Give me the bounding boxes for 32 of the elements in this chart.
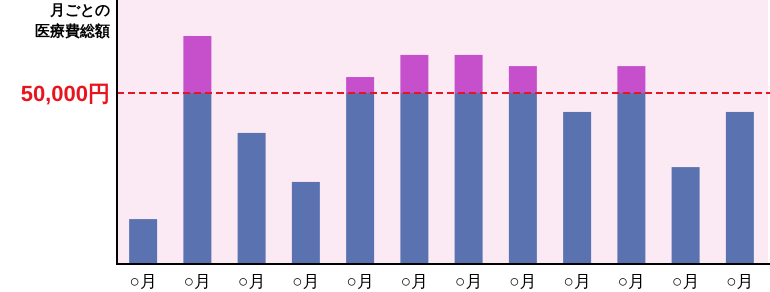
- bar: [508, 66, 537, 93]
- bar: [400, 54, 428, 93]
- x-tick-label: ○月: [509, 272, 537, 291]
- bar: [129, 219, 158, 264]
- x-tick-label: ○月: [563, 272, 591, 291]
- bar: [454, 54, 483, 93]
- bar: [183, 93, 212, 264]
- x-tick-label: ○月: [726, 272, 754, 291]
- bar: [238, 132, 266, 264]
- bar: [400, 93, 428, 264]
- bar: [454, 93, 483, 264]
- ref-line-label: 50,000円: [20, 81, 110, 106]
- x-tick-label: ○月: [292, 272, 320, 291]
- y-axis-title: 月ごとの医療費総額: [35, 2, 110, 40]
- x-tick-label: ○月: [672, 272, 700, 291]
- x-tick-label: ○月: [618, 272, 646, 291]
- x-tick-label: ○月: [129, 272, 157, 291]
- bar: [183, 36, 212, 93]
- x-tick-label: ○月: [238, 272, 266, 291]
- bar: [672, 167, 700, 264]
- x-tick-label: ○月: [454, 272, 482, 291]
- x-tick-label: ○月: [400, 272, 428, 291]
- bar: [726, 112, 754, 264]
- bar: [346, 77, 374, 93]
- x-tick-label: ○月: [184, 272, 212, 291]
- bar: [346, 93, 374, 264]
- bar: [617, 93, 646, 264]
- bar: [617, 66, 646, 93]
- bar: [292, 182, 320, 264]
- bar: [508, 93, 537, 264]
- bar: [563, 112, 592, 264]
- x-tick-label: ○月: [346, 272, 374, 291]
